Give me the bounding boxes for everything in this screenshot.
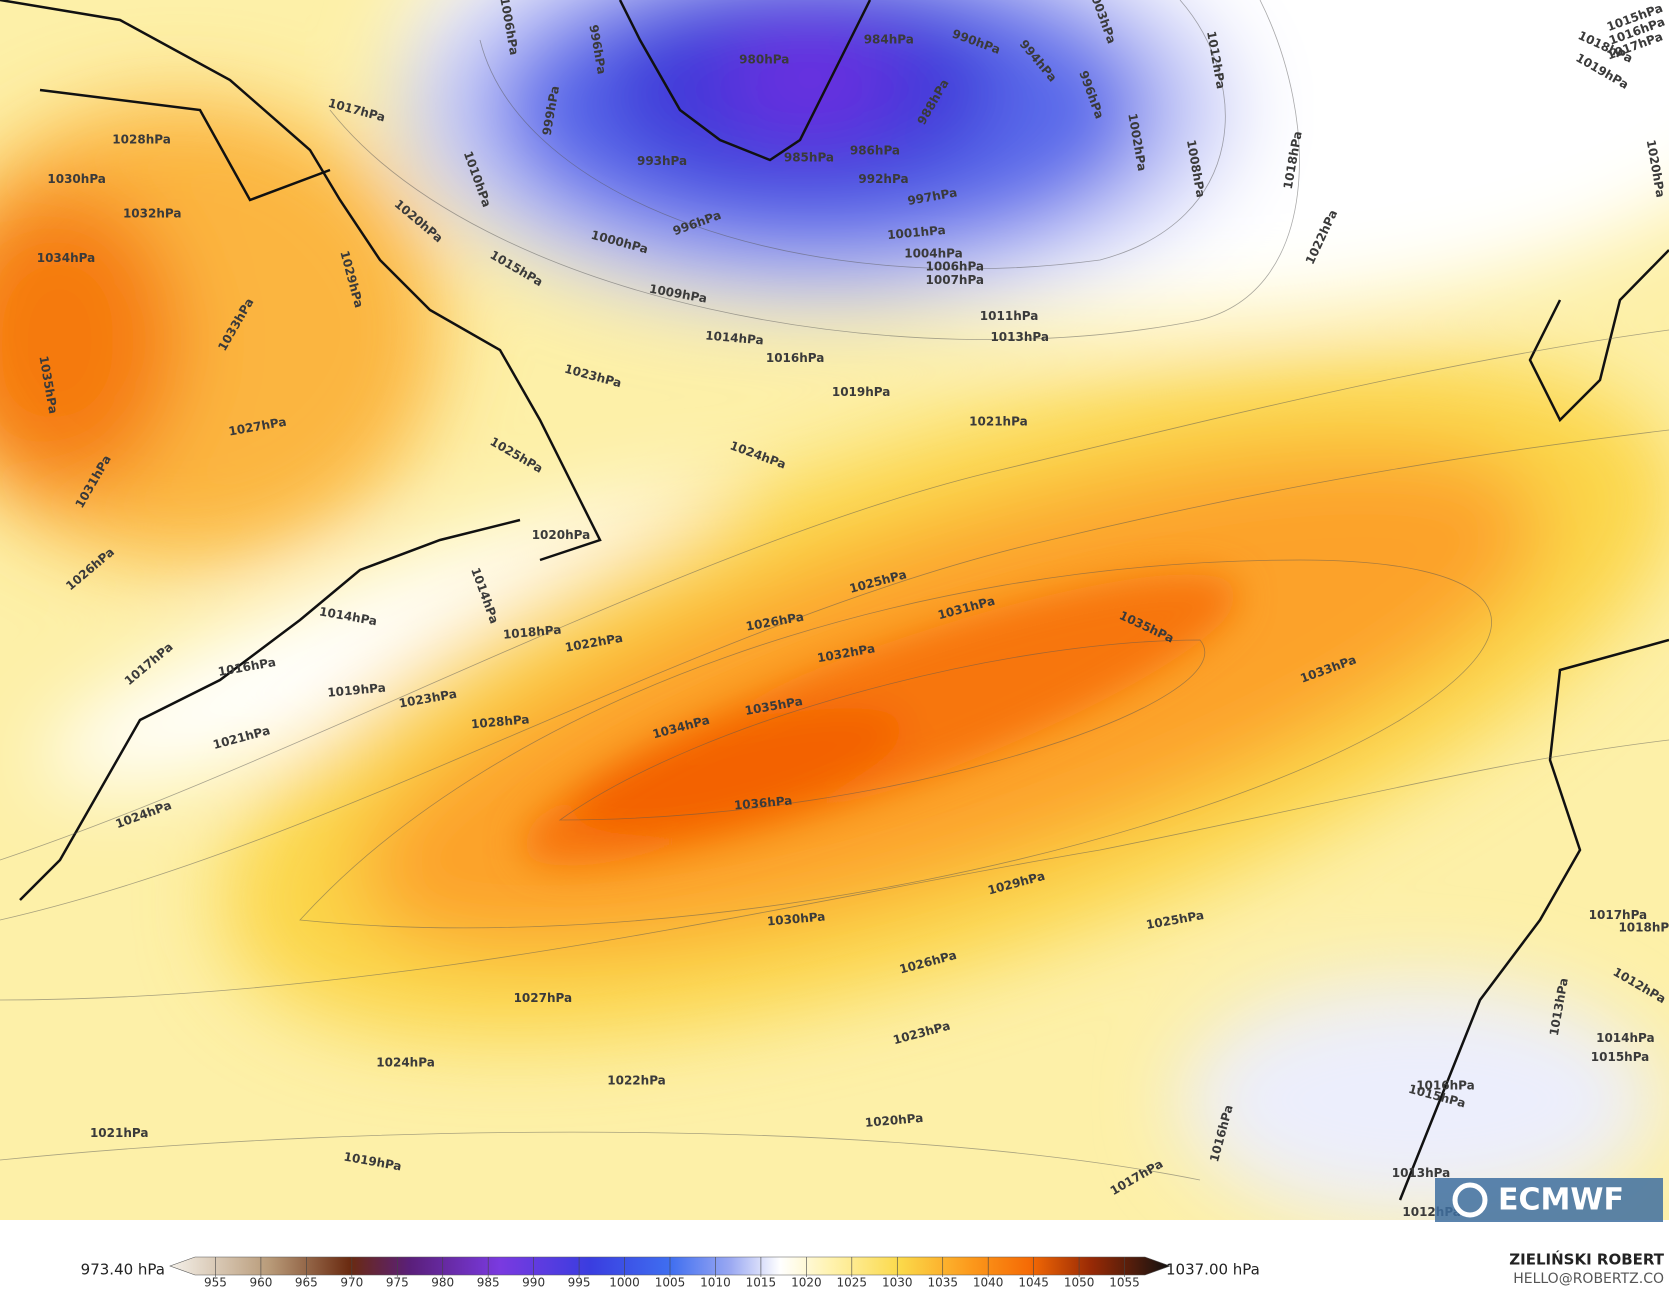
- isobar-label: 985hPa: [784, 151, 834, 165]
- isobar-label: 1001hPa: [887, 223, 947, 242]
- isobar-label: 1017hPa: [1589, 908, 1648, 922]
- colorbar-tick-label: 975: [386, 1276, 409, 1288]
- isobar-label: 1030hPa: [47, 172, 106, 186]
- isobar-label: 1027hPa: [514, 991, 573, 1005]
- isobar-label: 1021hPa: [969, 414, 1028, 428]
- colorbar-tick-label: 1045: [1018, 1276, 1049, 1288]
- colorbar-tick-label: 985: [477, 1276, 500, 1288]
- colorbar-tick-label: 1020: [791, 1276, 822, 1288]
- colorbar-tick-label: 1040: [973, 1276, 1004, 1288]
- isobar-label: 1011hPa: [980, 309, 1039, 323]
- colorbar-tick-label: 1015: [746, 1276, 777, 1288]
- isobar-label: 1014hPa: [705, 328, 765, 347]
- colorbar-tick-label: 1055: [1109, 1276, 1140, 1288]
- colorbar-tick-label: 980: [431, 1276, 454, 1288]
- map-field: [0, 0, 1669, 1220]
- colorbar-tick-label: 1035: [927, 1276, 958, 1288]
- colorbar-tick-label: 995: [568, 1276, 591, 1288]
- isobar-label: 1016hPa: [1416, 1079, 1475, 1093]
- isobar-label: 1021hPa: [90, 1126, 149, 1140]
- logo-text: ECMWF: [1498, 1183, 1624, 1218]
- isobar-label: 1007hPa: [926, 273, 985, 287]
- isobar-label: 1034hPa: [37, 251, 96, 265]
- isobar-label: 1016hPa: [766, 351, 825, 365]
- isobar-label: 1024hPa: [376, 1055, 435, 1069]
- colorbar-tick-label: 1005: [655, 1276, 686, 1288]
- isobar-label: 1018hPa: [1618, 920, 1669, 934]
- author-name: ZIELIŃSKI ROBERT: [1509, 1250, 1664, 1269]
- isobar-label: 1022hPa: [607, 1073, 666, 1087]
- isobar-label: 1020hPa: [864, 1111, 924, 1130]
- author-contact: HELLO@ROBERTZ.CO: [1513, 1271, 1664, 1287]
- isobars: [0, 0, 1669, 1181]
- colorbar-tick-label: 1000: [609, 1276, 640, 1288]
- isobar-label: 1032hPa: [123, 207, 182, 221]
- isobar-label: 1013hPa: [1392, 1166, 1451, 1180]
- colorbar-tick-label: 1050: [1064, 1276, 1095, 1288]
- logo: ECMWF: [1435, 1178, 1663, 1222]
- isobar-label: 984hPa: [864, 33, 914, 47]
- isobar-label: 1019hPa: [832, 385, 891, 399]
- colorbar-tick-label: 1030: [882, 1276, 913, 1288]
- colorbar-tick-label: 990: [522, 1276, 545, 1288]
- isobar-label: 1006hPa: [926, 259, 985, 273]
- isobar-label: 1004hPa: [904, 247, 963, 261]
- colorbar-max: 1037.00 hPa: [1166, 1261, 1260, 1279]
- colorbar-tick-label: 970: [340, 1276, 363, 1288]
- isobar-label: 980hPa: [739, 53, 789, 67]
- isobar-label: 1014hPa: [1596, 1031, 1655, 1045]
- colorbar-tick-label: 1010: [700, 1276, 731, 1288]
- isobar-label: 1020hPa: [532, 528, 591, 542]
- colorbar-min: 973.40 hPa: [81, 1261, 165, 1279]
- colorbar-tick-label: 965: [295, 1276, 318, 1288]
- colorbar-tick-label: 960: [249, 1276, 272, 1288]
- coastlines: [0, 0, 1669, 1201]
- isobar-label: 992hPa: [858, 172, 908, 186]
- isobar-label: 993hPa: [637, 154, 687, 168]
- isobar-label: 1028hPa: [470, 712, 530, 731]
- colorbar-tick-label: 955: [204, 1276, 227, 1288]
- isobar-label: 1030hPa: [766, 909, 826, 928]
- isobar-label: 1018hPa: [502, 623, 562, 642]
- isobar-label: 1013hPa: [990, 330, 1049, 344]
- isobar-label: 1019hPa: [327, 681, 387, 700]
- isobar-label: 1036hPa: [733, 793, 793, 812]
- colorbar-tick-label: 1025: [837, 1276, 868, 1288]
- isobar-label: 1015hPa: [1591, 1050, 1650, 1064]
- isobar-label: 1028hPa: [112, 133, 171, 147]
- isobar-label: 986hPa: [850, 143, 900, 157]
- colorbar: 973.40 hPa 1037.00 hPa 955 960 965 970 975 98…: [81, 1256, 1260, 1290]
